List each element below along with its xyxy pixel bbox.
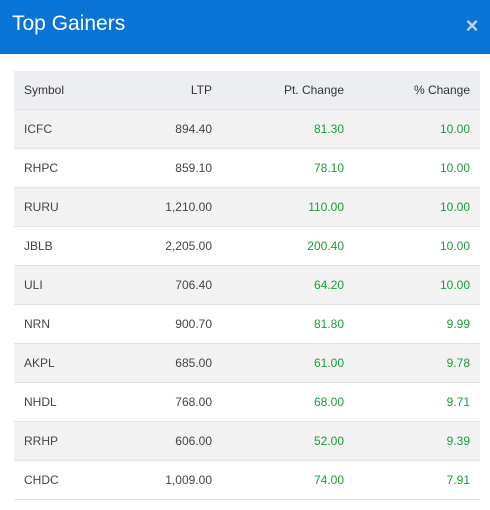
- column-header-pt-change[interactable]: Pt. Change: [283, 82, 344, 97]
- cell-ltp: 1,210.00: [114, 186, 222, 226]
- cell-pt-change: 200.40: [222, 225, 354, 265]
- cell-symbol: CHDC: [14, 459, 114, 500]
- cell-ltp: 606.00: [114, 420, 222, 460]
- close-icon[interactable]: ×: [465, 13, 479, 38]
- cell-pt-change: 74.00: [222, 459, 354, 500]
- cell-pt-change: 81.80: [222, 303, 354, 343]
- cell-pt-change: 81.30: [222, 108, 354, 148]
- cell-pct-change: 10.00: [354, 147, 480, 187]
- modal-title: Top Gainers: [12, 12, 126, 35]
- modal-header: Top Gainers ×: [0, 0, 490, 54]
- cell-ltp: 1,009.00: [114, 459, 222, 500]
- cell-symbol: ULI: [14, 264, 114, 304]
- cell-symbol: NHDL: [14, 381, 114, 421]
- cell-pt-change: 64.20: [222, 264, 354, 304]
- cell-ltp: 894.40: [114, 108, 222, 148]
- table-row[interactable]: RRHP 606.00 52.00 9.39: [14, 420, 480, 460]
- table-row[interactable]: ULI 706.40 64.20 10.00: [14, 264, 480, 304]
- cell-pt-change: 78.10: [222, 147, 354, 187]
- cell-pct-change: 10.00: [354, 264, 480, 304]
- gainers-table-container: Symbol LTP Pt. Change % Change ICFC 894.…: [14, 71, 480, 500]
- cell-ltp: 900.70: [114, 303, 222, 343]
- cell-pct-change: 9.99: [354, 303, 480, 343]
- table-row[interactable]: JBLB 2,205.00 200.40 10.00: [14, 225, 480, 265]
- table-row[interactable]: ICFC 894.40 81.30 10.00: [14, 108, 480, 148]
- cell-ltp: 706.40: [114, 264, 222, 304]
- gainers-table: Symbol LTP Pt. Change % Change ICFC 894.…: [14, 71, 480, 500]
- cell-pt-change: 61.00: [222, 342, 354, 382]
- cell-ltp: 685.00: [114, 342, 222, 382]
- column-header-ltp[interactable]: LTP: [190, 82, 212, 97]
- cell-symbol: RURU: [14, 186, 114, 226]
- cell-ltp: 859.10: [114, 147, 222, 187]
- table-row[interactable]: NHDL 768.00 68.00 9.71: [14, 381, 480, 421]
- cell-pt-change: 52.00: [222, 420, 354, 460]
- cell-pct-change: 9.39: [354, 420, 480, 460]
- cell-pct-change: 7.91: [354, 459, 480, 500]
- cell-symbol: NRN: [14, 303, 114, 343]
- cell-pct-change: 10.00: [354, 108, 480, 148]
- table-row[interactable]: CHDC 1,009.00 74.00 7.91: [14, 459, 480, 500]
- cell-symbol: RRHP: [14, 420, 114, 460]
- table-body: ICFC 894.40 81.30 10.00 RHPC 859.10 78.1…: [14, 108, 480, 500]
- cell-symbol: JBLB: [14, 225, 114, 265]
- table-header: Symbol LTP Pt. Change % Change: [14, 71, 480, 109]
- cell-pct-change: 10.00: [354, 225, 480, 265]
- column-header-symbol[interactable]: Symbol: [24, 82, 65, 97]
- cell-pct-change: 10.00: [354, 186, 480, 226]
- cell-symbol: RHPC: [14, 147, 114, 187]
- cell-pt-change: 110.00: [222, 186, 354, 226]
- cell-pct-change: 9.78: [354, 342, 480, 382]
- table-row[interactable]: RURU 1,210.00 110.00 10.00: [14, 186, 480, 226]
- cell-ltp: 768.00: [114, 381, 222, 421]
- cell-pt-change: 68.00: [222, 381, 354, 421]
- column-header-pct-change[interactable]: % Change: [413, 82, 470, 97]
- cell-symbol: AKPL: [14, 342, 114, 382]
- cell-pct-change: 9.71: [354, 381, 480, 421]
- table-row[interactable]: NRN 900.70 81.80 9.99: [14, 303, 480, 343]
- cell-ltp: 2,205.00: [114, 225, 222, 265]
- table-row[interactable]: AKPL 685.00 61.00 9.78: [14, 342, 480, 382]
- table-row[interactable]: RHPC 859.10 78.10 10.00: [14, 147, 480, 187]
- cell-symbol: ICFC: [14, 108, 114, 148]
- header-row: Symbol LTP Pt. Change % Change: [14, 71, 480, 109]
